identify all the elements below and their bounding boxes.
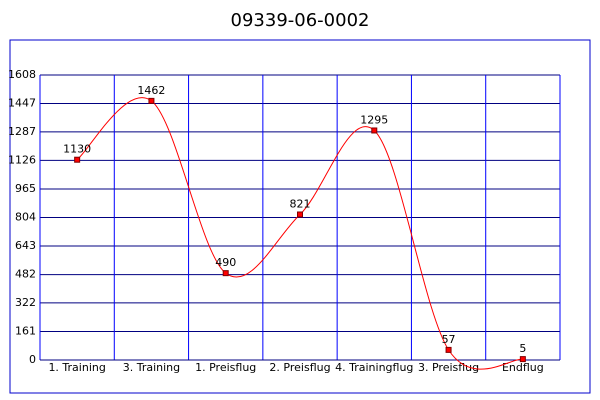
data-label: 1295: [360, 113, 388, 126]
chart-title: 09339-06-0002: [231, 10, 370, 31]
y-tick-label: 322: [15, 296, 36, 309]
data-label: 1462: [137, 84, 165, 97]
data-point: [297, 211, 303, 218]
x-tick-label: 4. Trainingflug: [335, 361, 413, 374]
y-tick-label: 804: [15, 211, 36, 224]
y-tick-label: 965: [15, 182, 36, 195]
y-tick-label: 643: [15, 239, 36, 252]
data-point: [222, 270, 229, 277]
data-point: [445, 346, 452, 353]
x-tick-label: 3. Preisflug: [418, 361, 479, 374]
x-tick-label: 2. Preisflug: [269, 361, 330, 374]
y-tick-label: 1447: [8, 97, 36, 110]
y-tick-label: 1608: [8, 68, 36, 81]
data-label: 490: [215, 256, 236, 269]
y-tick-label: 482: [15, 268, 36, 281]
x-tick-label: 1. Preisflug: [195, 361, 256, 374]
data-point: [371, 127, 378, 134]
data-label: 5: [519, 342, 526, 355]
x-tick-label: 1. Training: [48, 361, 105, 374]
data-label: 57: [442, 333, 456, 346]
data-label: 821: [290, 197, 311, 210]
y-tick-label: 1287: [8, 125, 36, 138]
data-point: [148, 97, 155, 104]
y-tick-label: 161: [15, 324, 36, 337]
x-tick-label: Endflug: [502, 361, 544, 374]
data-label: 1130: [63, 143, 91, 156]
data-point: [74, 156, 81, 163]
data-point: [519, 356, 526, 363]
y-tick-label: 1126: [8, 153, 36, 166]
y-tick-label: 0: [29, 353, 36, 366]
x-tick-label: 3. Training: [123, 361, 180, 374]
